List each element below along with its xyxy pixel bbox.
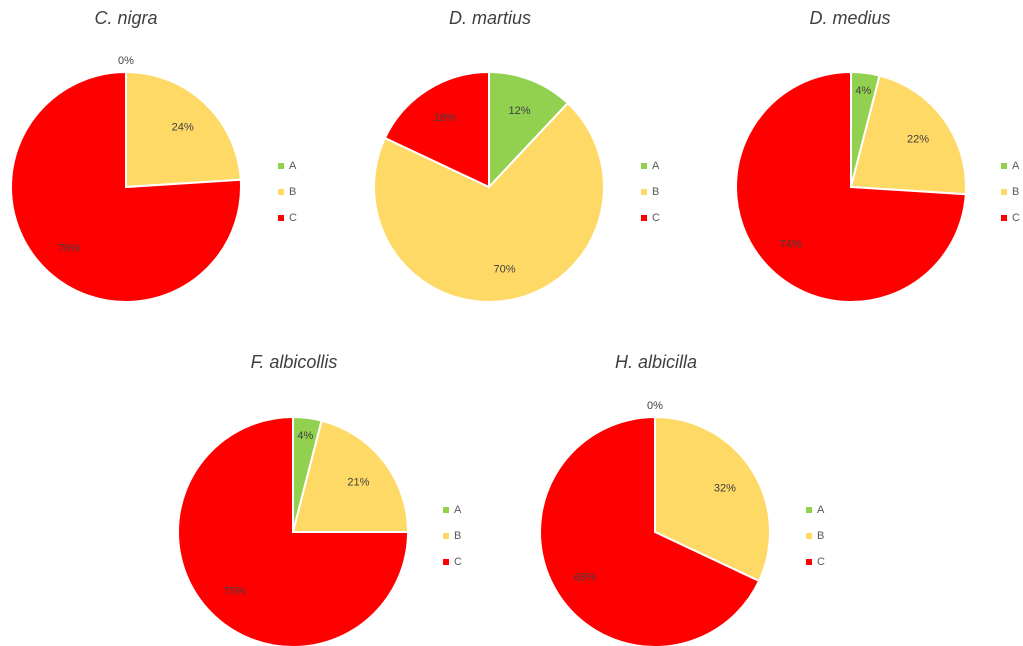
legend-swatch-c: [1001, 215, 1007, 221]
pie-svg: 4% 22% 74%: [735, 70, 967, 303]
pie-slice-b: [654, 415, 771, 583]
legend-item-a: A: [443, 497, 462, 523]
legend-label: C: [289, 212, 297, 224]
legend-swatch-c: [443, 559, 449, 565]
data-label-b: 70%: [493, 263, 515, 275]
data-label-c: 18%: [434, 112, 456, 124]
legend-item-c: C: [641, 205, 660, 231]
legend-swatch-b: [806, 533, 812, 539]
legend-swatch-a: [278, 163, 284, 169]
legend-item-b: B: [806, 523, 825, 549]
chart-legend: A B C: [1001, 153, 1020, 231]
legend-swatch-b: [641, 189, 647, 195]
pie-slice-c: [539, 415, 761, 646]
legend-label: C: [817, 556, 825, 568]
legend-label: C: [454, 556, 462, 568]
legend-label: A: [817, 504, 825, 516]
pie-chart-c-nigra: C. nigra 0% 24% 76% A B C: [0, 8, 320, 308]
legend-label: A: [652, 160, 660, 172]
legend-swatch-a: [1001, 163, 1007, 169]
pie-svg: 4% 21% 75%: [177, 415, 410, 646]
legend-label: B: [1012, 186, 1020, 198]
legend-item-b: B: [1001, 179, 1020, 205]
pie-slice-a: [488, 70, 570, 190]
data-label-a: 12%: [508, 105, 530, 117]
legend-swatch-b: [278, 189, 284, 195]
data-label-b: 22%: [907, 133, 929, 145]
legend-label: B: [817, 530, 825, 542]
legend-item-b: B: [443, 523, 462, 549]
chart-title: D. medius: [809, 8, 891, 28]
legend-swatch-c: [806, 559, 812, 565]
chart-title: C. nigra: [94, 8, 158, 28]
data-label-b: 32%: [714, 483, 736, 495]
data-label-c: 76%: [58, 242, 80, 254]
pie-slice-c: [383, 70, 490, 189]
legend-label: A: [454, 504, 462, 516]
pie-slice-b: [849, 74, 967, 196]
legend-swatch-b: [443, 533, 449, 539]
legend-label: A: [1012, 160, 1020, 172]
pie-chart-h-albicilla: H. albicilla 0% 32% 68% A B C: [528, 352, 848, 646]
legend-swatch-a: [806, 507, 812, 513]
data-label-a: 4%: [297, 430, 313, 442]
pie-chart-d-medius: D. medius 4% 22% 74% A B C: [724, 8, 1023, 308]
data-label-b: 21%: [347, 476, 369, 488]
pie-svg: 0% 32% 68%: [539, 400, 771, 646]
data-label-a: 0%: [118, 55, 134, 67]
data-label-b: 24%: [172, 122, 194, 134]
legend-label: B: [454, 530, 462, 542]
data-label-c: 74%: [780, 239, 802, 251]
legend-swatch-a: [641, 163, 647, 169]
pie-slice-c: [10, 70, 242, 303]
legend-item-b: B: [641, 179, 660, 205]
legend-item-c: C: [443, 549, 462, 575]
legend-item-b: B: [278, 179, 297, 205]
legend-label: B: [652, 186, 660, 198]
legend-item-a: A: [1001, 153, 1020, 179]
data-label-a: 4%: [855, 85, 871, 97]
data-label-a: 0%: [647, 400, 663, 412]
legend-item-a: A: [278, 153, 297, 179]
chart-legend: A B C: [806, 497, 825, 575]
chart-legend: A B C: [278, 153, 297, 231]
data-label-c: 75%: [223, 586, 245, 598]
legend-item-c: C: [1001, 205, 1020, 231]
legend-label: B: [289, 186, 297, 198]
pie-slice-b: [291, 419, 410, 533]
legend-item-a: A: [641, 153, 660, 179]
legend-label: A: [289, 160, 297, 172]
chart-title: F. albicollis: [250, 352, 338, 372]
legend-swatch-c: [641, 215, 647, 221]
pie-slice-b: [373, 101, 605, 303]
chart-legend: A B C: [443, 497, 462, 575]
legend-label: C: [1012, 212, 1020, 224]
legend-swatch-b: [1001, 189, 1007, 195]
legend-item-a: A: [806, 497, 825, 523]
legend-label: C: [652, 212, 660, 224]
chart-legend: A B C: [641, 153, 660, 231]
pie-slice-c: [177, 415, 410, 646]
pie-chart-f-albicollis: F. albicollis 4% 21% 75% A B C: [166, 352, 486, 646]
pie-slice-b: [125, 70, 242, 189]
pie-svg: 0% 24% 76%: [10, 55, 242, 303]
legend-swatch-a: [443, 507, 449, 513]
legend-swatch-c: [278, 215, 284, 221]
chart-title: D. martius: [448, 8, 531, 28]
pie-slice-c: [735, 70, 967, 303]
pie-chart-d-martius: D. martius 12% 70% 18% A B C: [362, 8, 682, 308]
pie-svg: 12% 70% 18%: [373, 70, 605, 303]
legend-item-c: C: [278, 205, 297, 231]
chart-title: H. albicilla: [614, 352, 698, 372]
legend-item-c: C: [806, 549, 825, 575]
data-label-c: 68%: [574, 571, 596, 583]
